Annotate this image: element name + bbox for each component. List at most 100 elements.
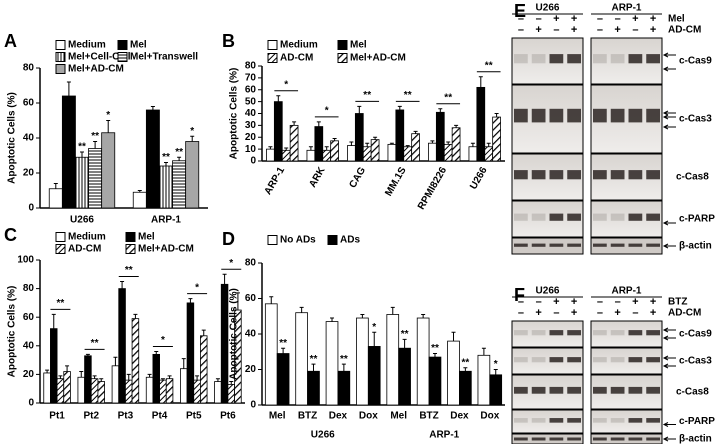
- arrow: [662, 110, 676, 116]
- lane-sign: –: [597, 13, 603, 25]
- significance: **: [57, 298, 65, 309]
- lane-sign: –: [518, 13, 524, 25]
- y-tick-label: 80: [23, 283, 35, 294]
- blot-band: [610, 437, 625, 441]
- panel-letter: D: [222, 229, 235, 249]
- blot: [511, 347, 584, 375]
- legend-swatch: [55, 40, 66, 50]
- x-tick-label: Pt1: [49, 411, 65, 422]
- bar: [159, 379, 167, 404]
- blot-band: [531, 418, 546, 423]
- y-tick-label: 20: [245, 132, 257, 143]
- blot-band: [628, 330, 643, 336]
- significance: *: [195, 282, 199, 293]
- legend-label: Mel+Cell-Cell: [68, 52, 131, 63]
- x-tick-label: RPMI8226: [416, 165, 449, 212]
- significance: *: [190, 126, 194, 137]
- y-tick-label: 40: [23, 133, 35, 144]
- bar: [56, 378, 65, 404]
- y-tick-label: 40: [245, 329, 257, 340]
- y-tick-label: 80: [23, 63, 35, 74]
- bar: [395, 109, 405, 162]
- x-tick-label: U266: [468, 165, 490, 192]
- bar: [90, 378, 99, 404]
- blot-band: [514, 330, 528, 336]
- panel-letter: F: [514, 285, 525, 305]
- significance: **: [310, 354, 318, 365]
- blot-band: [549, 108, 564, 123]
- blot-band: [514, 418, 528, 423]
- lane-sign: –: [632, 307, 638, 319]
- x-tick-label: Dex: [329, 411, 348, 422]
- y-axis-label: Apoptotic Cells (%): [229, 288, 240, 380]
- significance: **: [461, 357, 469, 368]
- bar: [289, 124, 299, 162]
- error-bar: [330, 317, 335, 322]
- bar: [306, 149, 316, 162]
- error-bar: [311, 363, 316, 372]
- x-tick-label: ARP-1: [263, 165, 288, 197]
- lane-sign: –: [518, 296, 524, 308]
- panel-letter: E: [514, 1, 526, 21]
- lane-sign: +: [535, 24, 541, 36]
- blot-band: [628, 357, 643, 363]
- band-label: c-PARP: [679, 416, 715, 427]
- bar: [428, 356, 442, 406]
- significance: **: [401, 329, 409, 340]
- blot-band: [593, 243, 607, 247]
- error-bar: [390, 306, 395, 315]
- arrow: [662, 220, 676, 226]
- blot-band: [646, 357, 660, 363]
- bar: [43, 372, 51, 404]
- legend-swatch: [267, 40, 278, 50]
- bar: [362, 146, 372, 162]
- blot-band: [531, 437, 546, 441]
- legend-swatch: [55, 244, 66, 254]
- error-bar: [188, 298, 193, 303]
- error-bar: [324, 146, 329, 151]
- bar: [50, 328, 58, 404]
- blot-band: [531, 357, 546, 363]
- bar: [77, 376, 85, 404]
- x-tick-label: Dox: [359, 411, 378, 422]
- x-tick-label: Pt5: [186, 411, 202, 422]
- error-bar: [235, 292, 240, 311]
- x-tick-label: Mel: [390, 411, 407, 422]
- blot-band: [610, 386, 625, 394]
- error-bar: [120, 280, 125, 289]
- blot-band: [567, 357, 581, 363]
- lane-sign: +: [571, 296, 577, 308]
- error-bar: [349, 141, 354, 146]
- blot-band: [646, 213, 660, 221]
- blot-band: [646, 418, 660, 423]
- lane-sign: +: [571, 13, 577, 25]
- bar: [411, 133, 420, 162]
- bar: [354, 113, 364, 162]
- blot-band: [610, 213, 625, 221]
- error-bar: [79, 371, 84, 378]
- error-bar: [201, 329, 206, 336]
- error-bar: [58, 375, 63, 379]
- y-tick-label: 20: [245, 364, 257, 375]
- blot-band: [531, 170, 546, 180]
- bar: [186, 302, 195, 404]
- significance: *: [494, 359, 498, 370]
- legend-label: Mel+AD-CM: [138, 244, 194, 255]
- y-tick-label: 60: [245, 84, 257, 95]
- blot-band: [514, 243, 528, 247]
- legend-label: AD-CM: [68, 244, 101, 255]
- error-bar: [113, 356, 118, 366]
- error-bar: [446, 141, 451, 145]
- error-bar: [154, 351, 159, 355]
- bar: [193, 379, 201, 404]
- blot-band: [610, 418, 625, 423]
- blot-band: [549, 243, 564, 247]
- error-bar: [126, 373, 131, 381]
- error-bar: [463, 367, 468, 372]
- arrow: [662, 422, 676, 427]
- blot-band: [549, 213, 564, 221]
- bar: [101, 132, 116, 209]
- significance: **: [444, 92, 452, 103]
- legend-label: Mel: [350, 40, 367, 51]
- bar: [387, 143, 397, 162]
